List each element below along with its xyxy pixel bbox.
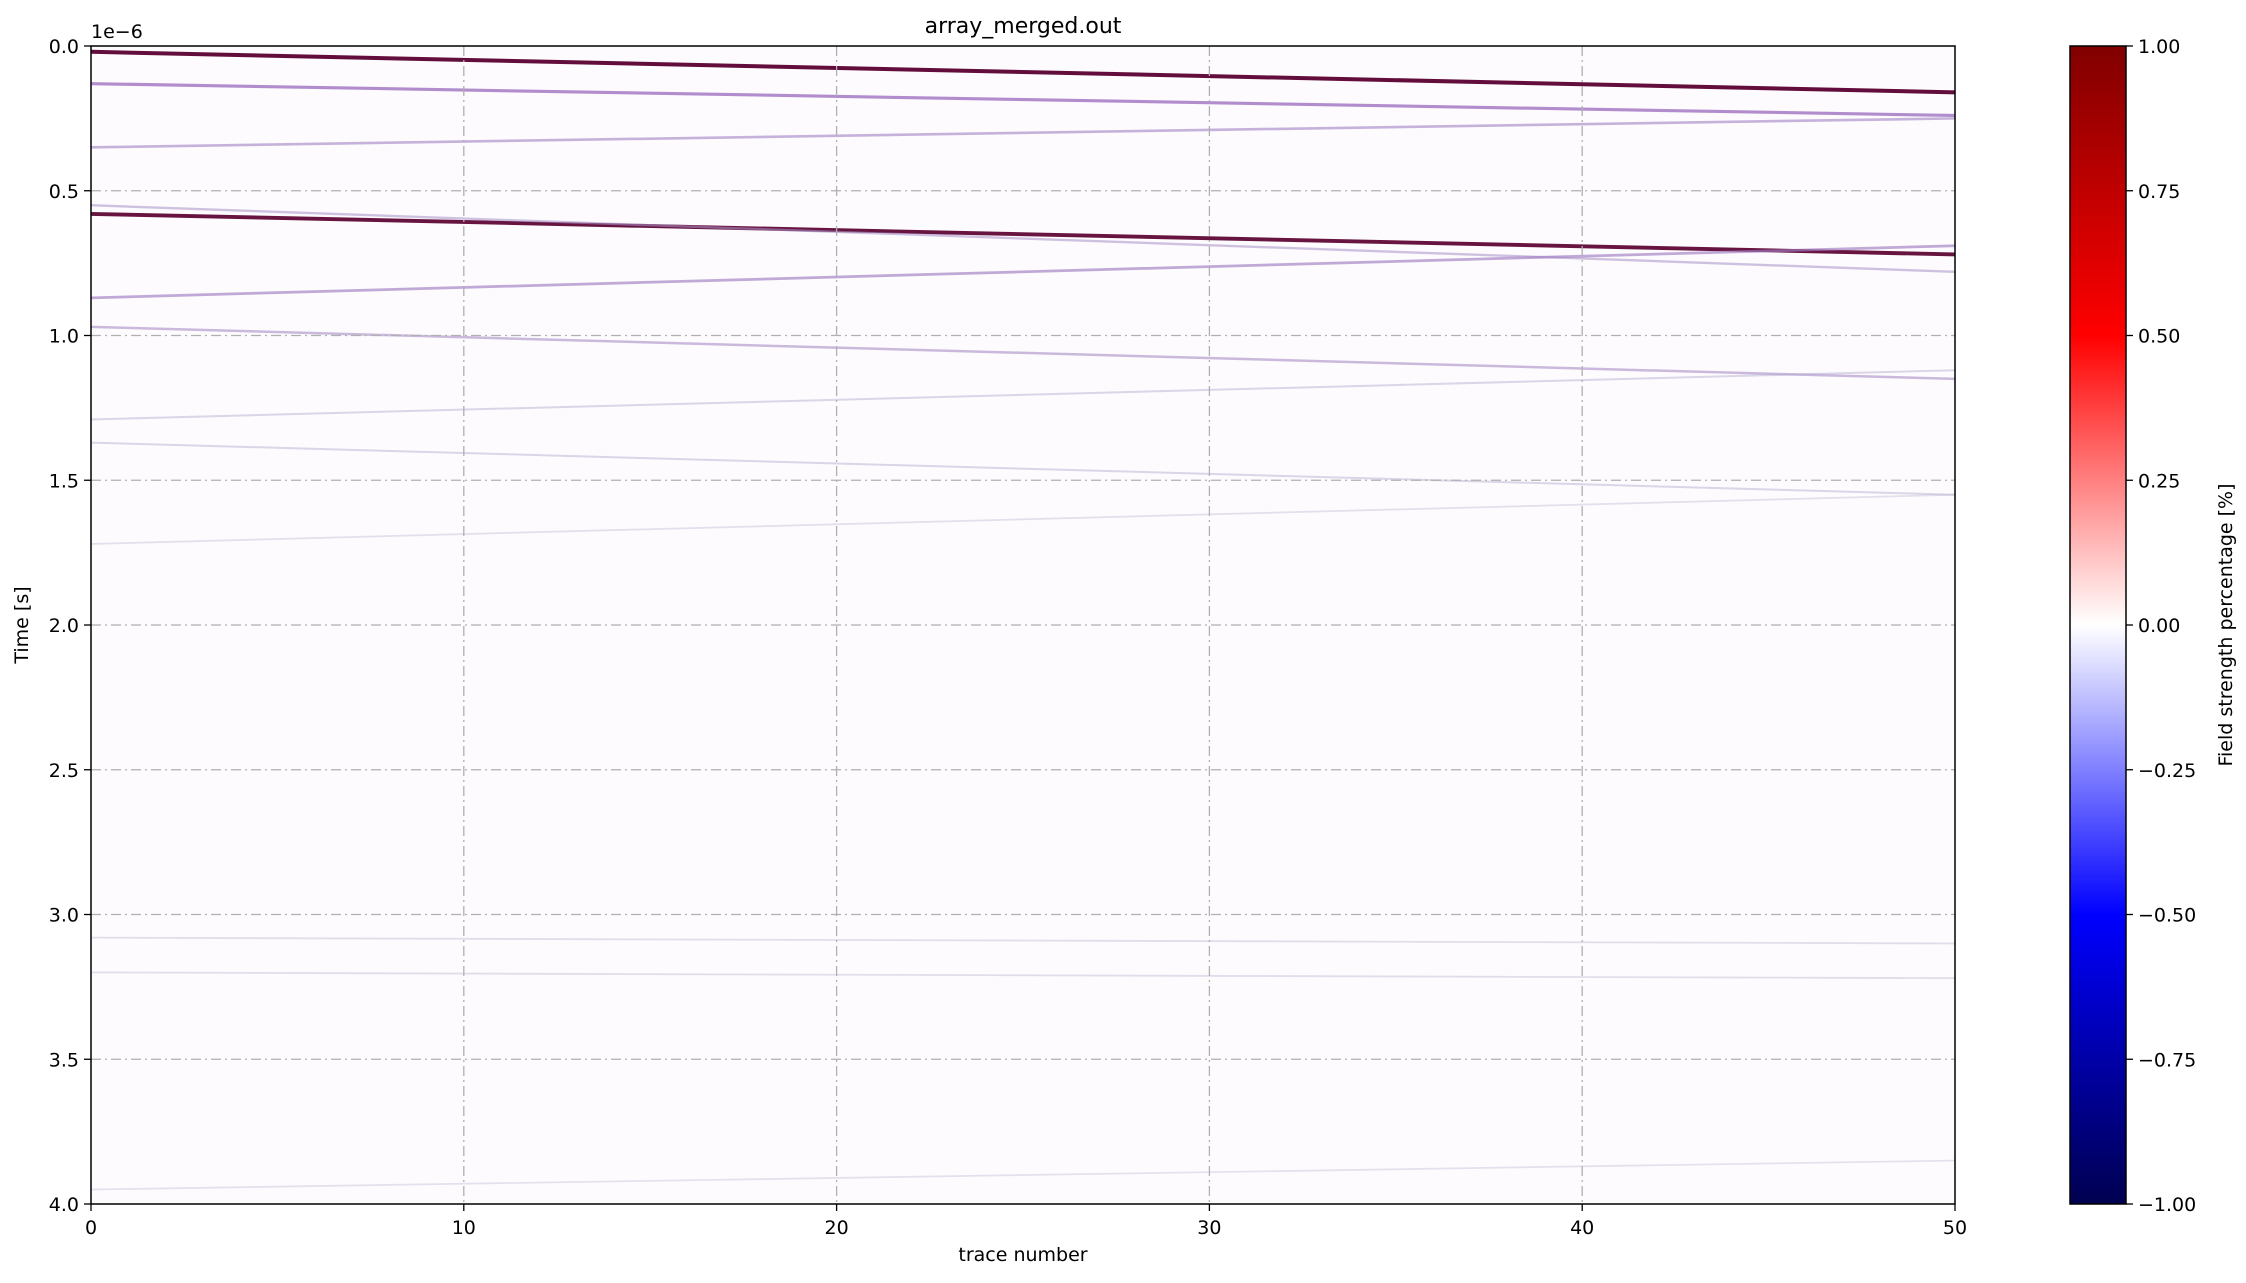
colorbar-tick-label: 0.25 (2138, 470, 2180, 492)
chart-title: array_merged.out (925, 14, 1122, 39)
heatmap-layer (90, 49, 1956, 1191)
y-axis-label: Time [s] (11, 586, 33, 664)
reflection-band (90, 49, 1956, 95)
y-axis: 0.0 0.5 1.0 1.5 2.0 2.5 3.0 3.5 4.0 (49, 36, 91, 1216)
colorbar (2069, 45, 2127, 1205)
colorbar-tick-label: 0.00 (2138, 615, 2180, 637)
grid-layer (91, 46, 1955, 1204)
x-tick-label: 10 (452, 1217, 476, 1239)
reflection-band (90, 211, 1956, 257)
reflection-band (90, 1159, 1956, 1191)
colorbar-tick-label: 0.75 (2138, 181, 2180, 203)
x-tick-label: 0 (85, 1217, 97, 1239)
x-axis-label: trace number (958, 1244, 1087, 1266)
x-tick-label: 20 (825, 1217, 849, 1239)
y-tick-label: 4.0 (49, 1194, 79, 1216)
y-tick-label: 2.0 (49, 615, 79, 637)
reflection-band (90, 244, 1956, 300)
colorbar-tick-label: 1.00 (2138, 36, 2180, 58)
reflection-band (90, 204, 1956, 273)
colorbar-tick-label: −1.00 (2138, 1194, 2196, 1216)
y-tick-label: 1.0 (49, 326, 79, 348)
colorbar-axis: 1.00 0.75 0.50 0.25 0.00 −0.25 −0.50 −0.75 −1.00 (2126, 36, 2196, 1216)
reflection-band (90, 936, 1956, 945)
y-offset-label: 1e−6 (91, 21, 143, 43)
y-tick-label: 2.5 (49, 760, 79, 782)
colorbar-tick-label: −0.25 (2138, 760, 2196, 782)
reflection-band (90, 493, 1956, 545)
reflection-band (90, 117, 1956, 149)
x-tick-label: 50 (1943, 1217, 1967, 1239)
reflection-band (90, 325, 1956, 381)
reflection-band (90, 971, 1956, 980)
y-tick-label: 3.5 (49, 1049, 79, 1071)
reflection-band (90, 441, 1956, 496)
reflection-band (90, 369, 1956, 421)
colorbar-tick-label: −0.50 (2138, 905, 2196, 927)
x-axis: 0 10 20 30 40 50 (85, 1204, 1967, 1239)
y-tick-label: 1.5 (49, 470, 79, 492)
y-tick-label: 3.0 (49, 905, 79, 927)
colorbar-tick-label: 0.50 (2138, 326, 2180, 348)
y-tick-label: 0.5 (49, 181, 79, 203)
colorbar-label: Field strength percentage [%] (2215, 483, 2237, 766)
reflection-band (90, 82, 1956, 118)
colorbar-tick-label: −0.75 (2138, 1049, 2196, 1071)
y-tick-label: 0.0 (49, 36, 79, 58)
x-tick-label: 40 (1570, 1217, 1594, 1239)
x-tick-label: 30 (1197, 1217, 1221, 1239)
